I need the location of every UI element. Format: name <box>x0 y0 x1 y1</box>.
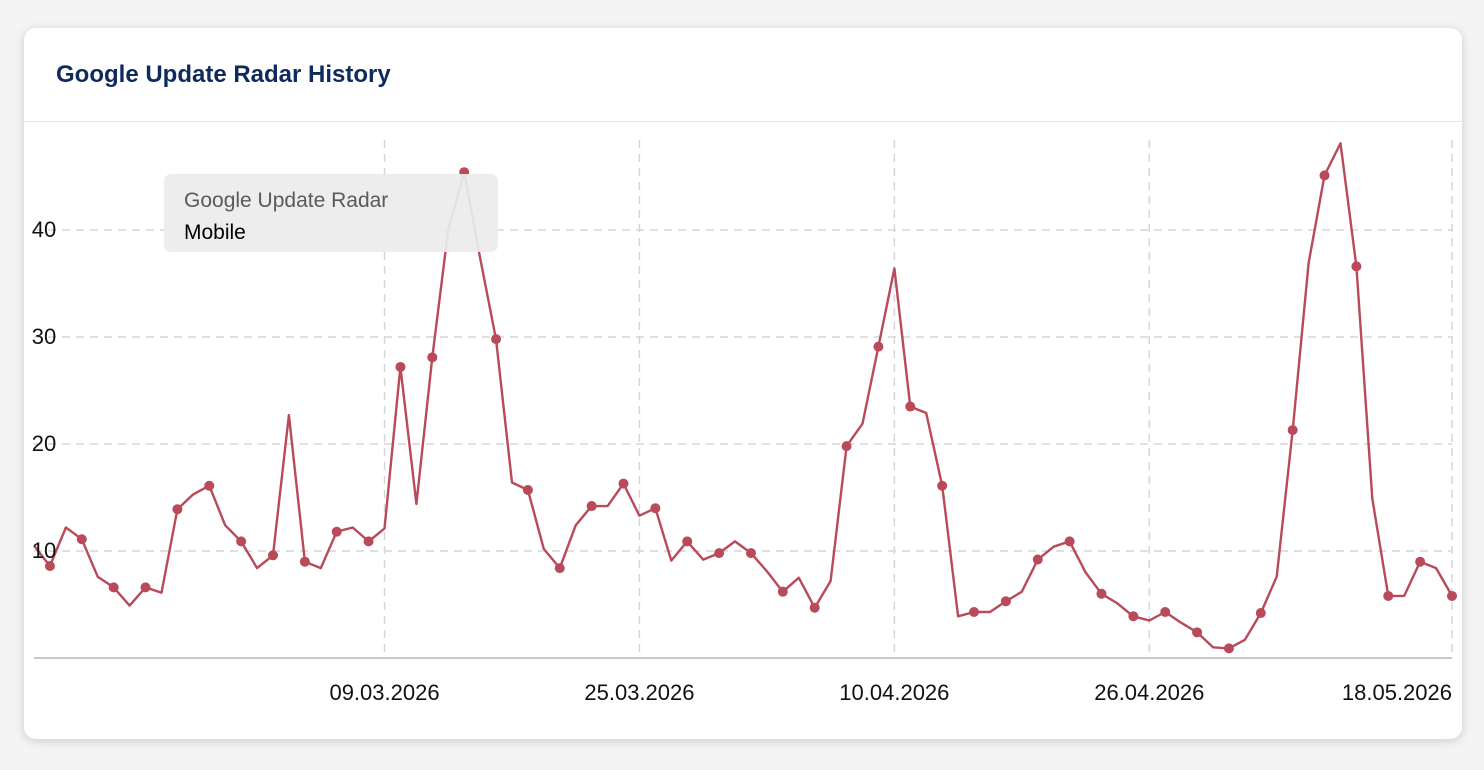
data-point <box>618 478 629 489</box>
data-point <box>204 480 215 491</box>
data-point <box>172 504 183 515</box>
data-point <box>427 352 438 363</box>
x-tick-label: 26.04.2026 <box>1094 680 1204 705</box>
data-point <box>1319 170 1330 181</box>
data-point <box>76 534 87 545</box>
data-point <box>44 560 55 571</box>
chart-tooltip: Google Update Radar Mobile <box>164 174 498 252</box>
data-point <box>714 548 725 559</box>
data-point <box>1192 627 1203 638</box>
line-chart[interactable]: 10 20 30 40 09.03.2026 25.03.2026 10.04.2026 26… <box>24 28 1462 739</box>
tick-labels: 10 20 30 40 09.03.2026 25.03.2026 10.04.2026 26… <box>32 217 1452 705</box>
data-point <box>1287 425 1298 436</box>
data-point <box>331 526 342 537</box>
data-point <box>809 602 820 613</box>
x-tick-label: 09.03.2026 <box>329 680 439 705</box>
data-point <box>1447 590 1457 601</box>
data-point <box>267 550 278 561</box>
x-tick-label: 10.04.2026 <box>839 680 949 705</box>
y-tick-label: 30 <box>32 324 56 349</box>
data-point <box>522 485 533 496</box>
data-point <box>1351 261 1362 272</box>
tooltip-title: Google Update Radar <box>184 189 389 212</box>
data-point <box>554 563 565 574</box>
data-point <box>299 556 310 567</box>
y-tick-label: 20 <box>32 431 56 456</box>
data-point <box>1255 608 1266 619</box>
data-point <box>236 536 247 547</box>
grid-lines <box>34 140 1453 658</box>
data-point <box>1032 554 1043 565</box>
data-point <box>650 503 661 514</box>
chart-card: Google Update Radar History 10 20 30 40 09.0… <box>24 28 1462 739</box>
data-point <box>745 548 756 559</box>
data-point <box>873 341 884 352</box>
x-tick-label: 18.05.2026 <box>1342 680 1452 705</box>
data-point <box>682 536 693 547</box>
data-point <box>108 582 119 593</box>
data-point <box>1064 536 1075 547</box>
data-point <box>1415 556 1426 567</box>
series-mobile <box>33 142 1457 654</box>
tooltip-series: Mobile <box>184 221 246 244</box>
y-tick-label: 10 <box>32 538 56 563</box>
data-point <box>937 480 948 491</box>
y-tick-label: 40 <box>32 217 56 242</box>
data-point <box>905 401 916 412</box>
data-point <box>841 441 852 452</box>
data-point <box>969 606 980 617</box>
data-point <box>363 536 374 547</box>
card-header: Google Update Radar History <box>24 28 1462 122</box>
data-point <box>1000 596 1011 607</box>
x-tick-label: 25.03.2026 <box>584 680 694 705</box>
data-point <box>1096 588 1107 599</box>
data-point <box>140 582 151 593</box>
data-point <box>1160 606 1171 617</box>
data-point <box>1223 643 1234 654</box>
card-title: Google Update Radar History <box>56 60 391 88</box>
data-point <box>491 334 502 345</box>
data-point <box>777 586 788 597</box>
data-point <box>1128 611 1139 622</box>
data-point <box>395 361 406 372</box>
data-point <box>586 501 597 512</box>
data-point <box>1383 590 1394 601</box>
